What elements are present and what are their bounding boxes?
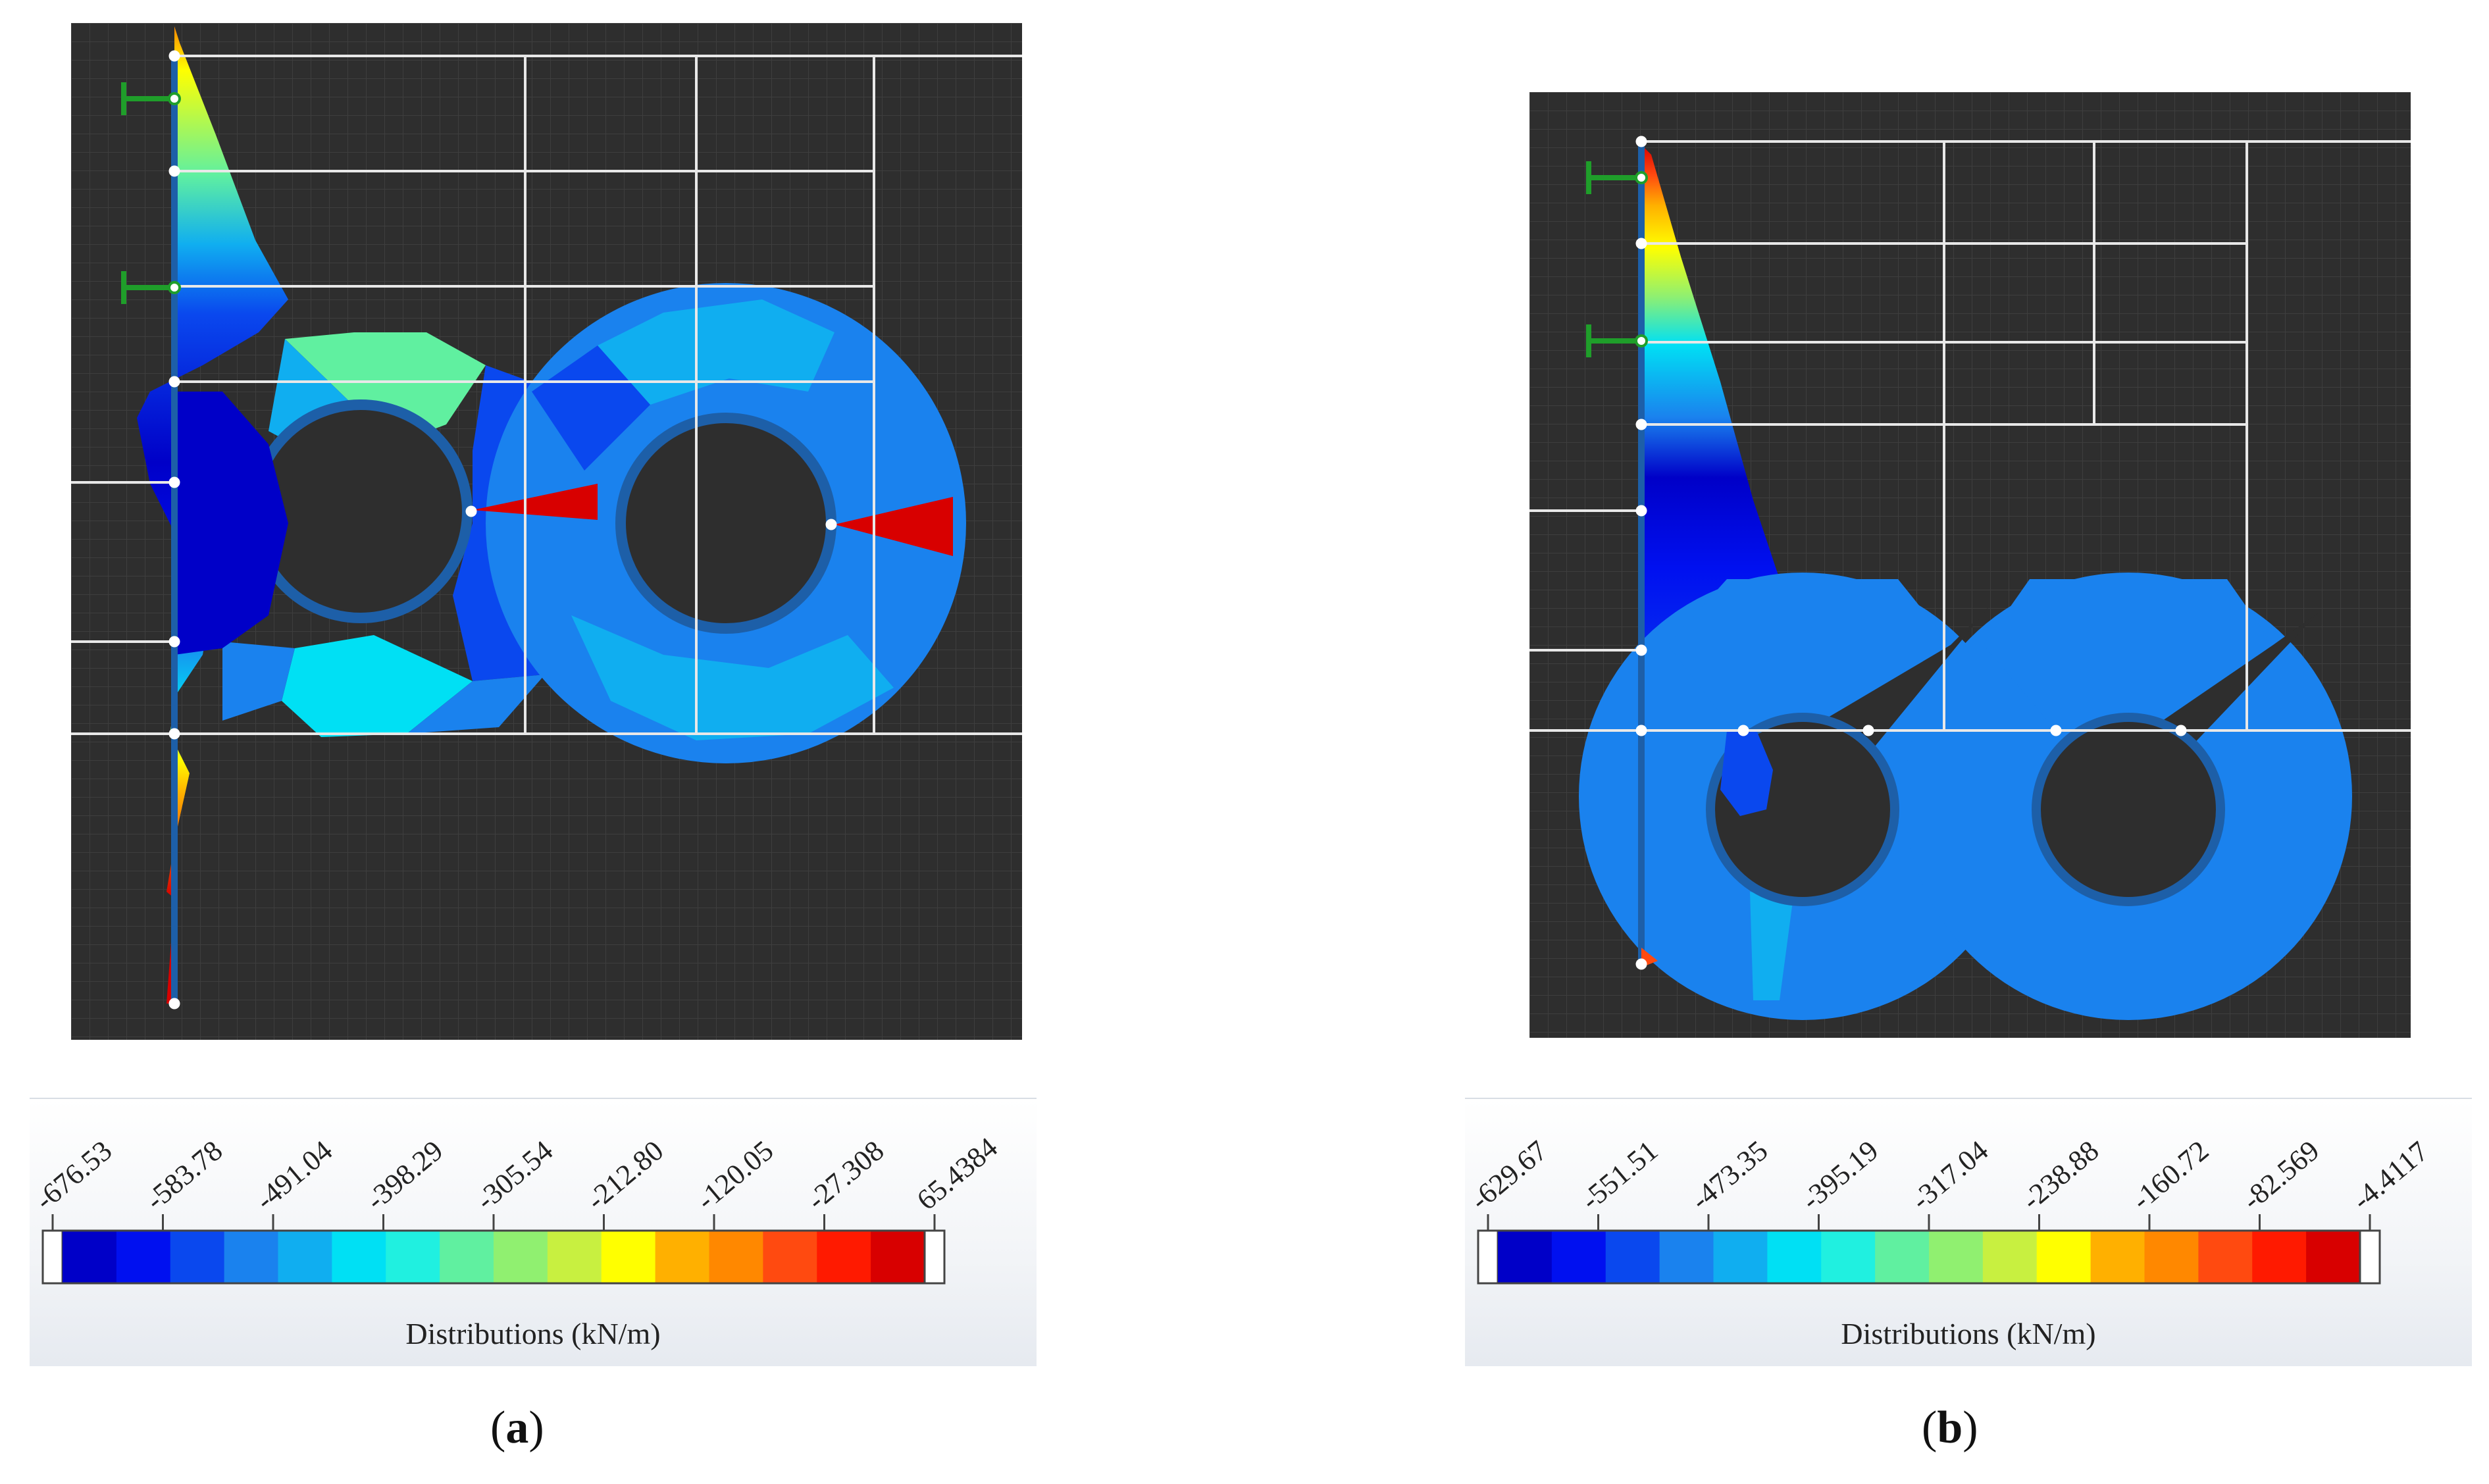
legend-swatch bbox=[2198, 1231, 2253, 1283]
legend-swatch bbox=[332, 1231, 386, 1283]
ring-3-inner-region bbox=[1720, 730, 1773, 816]
caption-b: (b) bbox=[1922, 1402, 1978, 1453]
legend-swatch bbox=[817, 1231, 871, 1283]
tunnel-ring-3-lining bbox=[1706, 713, 1899, 906]
tunnel-ring-1-opening bbox=[254, 405, 467, 618]
ring-gap-left bbox=[1806, 605, 1990, 750]
legend-swatch bbox=[1875, 1231, 1930, 1283]
ring-3-highlight bbox=[1750, 892, 1793, 1000]
legend-swatch bbox=[2144, 1231, 2199, 1283]
diagram-panel-b bbox=[1529, 92, 2411, 1038]
legend-swatch bbox=[440, 1231, 494, 1283]
ring-gap-right bbox=[2148, 612, 2319, 750]
legend-swatch bbox=[601, 1231, 656, 1283]
legend-swatch bbox=[2036, 1231, 2091, 1283]
ring-2-spike bbox=[834, 497, 953, 556]
diagram-panel-a bbox=[71, 23, 1022, 1040]
legend-swatch bbox=[1659, 1231, 1714, 1283]
legend-swatch bbox=[709, 1231, 763, 1283]
legend-swatch bbox=[116, 1231, 171, 1283]
structure-frame-a bbox=[71, 55, 1022, 735]
legend-swatch bbox=[2306, 1231, 2361, 1283]
legend-swatch bbox=[386, 1231, 440, 1283]
structure-frame-b bbox=[1529, 140, 2411, 732]
color-legend-a: -676.53 -583.78 -491.04 -398.29 -305.54 -212.… bbox=[29, 1098, 1037, 1366]
legend-title-b: Distributions (kN/m) bbox=[1841, 1317, 2096, 1350]
legend-swatch bbox=[871, 1231, 925, 1283]
legend-swatch bbox=[278, 1231, 332, 1283]
diagram-canvas-a bbox=[71, 23, 1022, 1040]
tunnel-ring-4-opening bbox=[2036, 717, 2220, 902]
legend-title-a: Distributions (kN/m) bbox=[405, 1317, 661, 1350]
legend-swatch bbox=[2090, 1231, 2145, 1283]
legend-swatch bbox=[1498, 1231, 1552, 1283]
legend-swatch bbox=[494, 1231, 548, 1283]
legend-swatch bbox=[655, 1231, 709, 1283]
legend-swatch bbox=[1767, 1231, 1822, 1283]
color-legend-b: -629.67 -551.51 -473.35 -395.19 -317.04 -238.… bbox=[1464, 1098, 2472, 1366]
legend-swatch bbox=[1982, 1231, 2038, 1283]
legend-bar-a bbox=[41, 1214, 946, 1285]
diagram-canvas-b bbox=[1529, 92, 2411, 1038]
strut-supports-b bbox=[1586, 161, 1643, 357]
tunnel-ring-4-lining bbox=[2032, 713, 2225, 906]
wall-peak-region bbox=[174, 392, 288, 655]
nodes-a bbox=[168, 50, 837, 1010]
legend-swatch bbox=[1551, 1231, 1606, 1283]
legend-swatch bbox=[63, 1231, 117, 1283]
ring-1-spike bbox=[473, 484, 598, 520]
caption-a: (a) bbox=[490, 1402, 544, 1453]
legend-swatch bbox=[547, 1231, 602, 1283]
legend-swatch bbox=[1821, 1231, 1876, 1283]
legend-swatch bbox=[763, 1231, 817, 1283]
nodes-b bbox=[1635, 136, 2187, 970]
legend-swatch bbox=[170, 1231, 225, 1283]
legend-bar-b bbox=[1477, 1214, 2381, 1285]
legend-swatch bbox=[2252, 1231, 2307, 1283]
strut-supports-a bbox=[121, 82, 176, 304]
legend-swatch bbox=[1929, 1231, 1984, 1283]
tunnel-ring-2-opening bbox=[621, 418, 831, 628]
legend-swatch bbox=[1605, 1231, 1660, 1283]
legend-swatch bbox=[1713, 1231, 1768, 1283]
legend-swatch bbox=[224, 1231, 278, 1283]
